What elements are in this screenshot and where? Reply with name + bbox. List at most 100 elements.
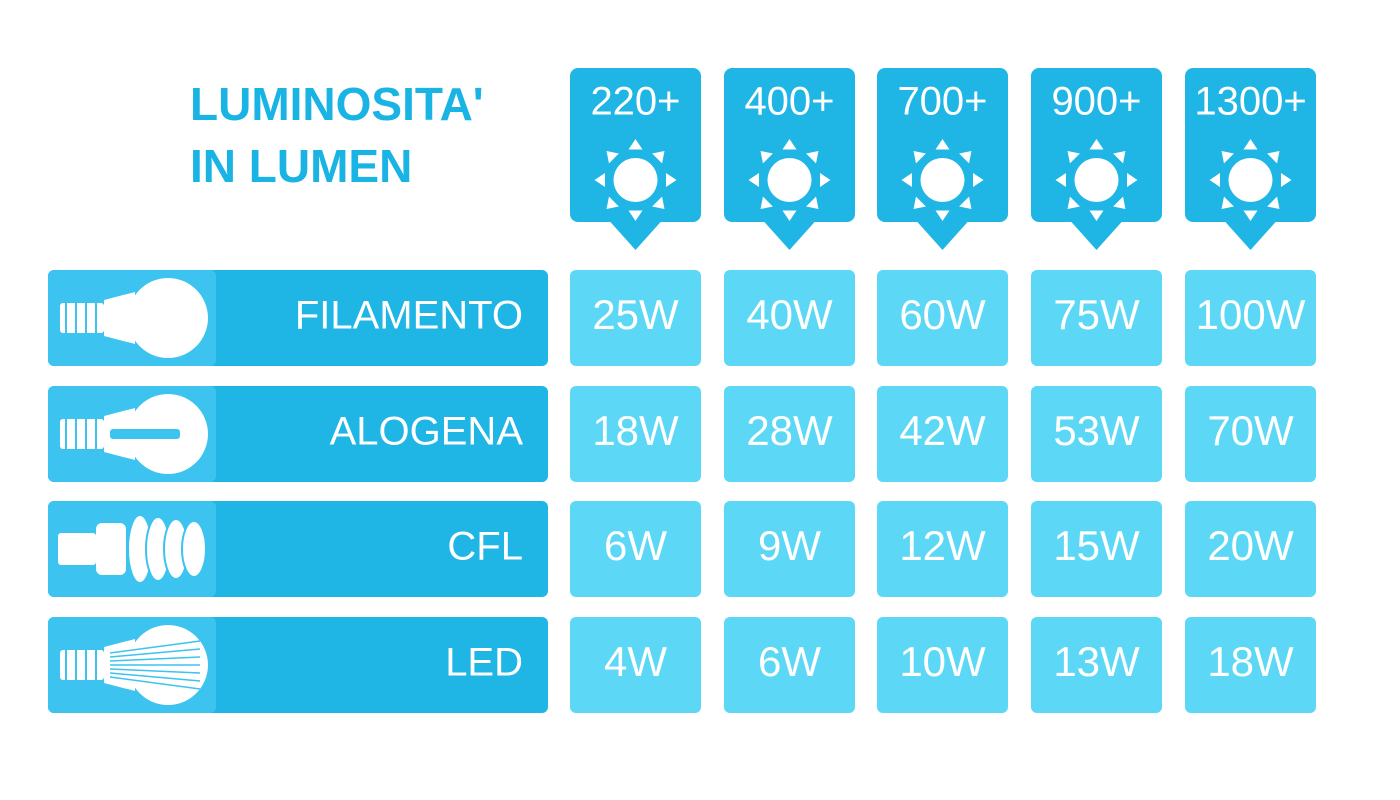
- sun-ray: [1113, 151, 1126, 164]
- cell-value: 40W: [746, 291, 833, 338]
- sun-ray: [1089, 210, 1104, 221]
- sun-ray: [1055, 173, 1066, 187]
- bulb-base: [58, 533, 96, 565]
- sun-ray: [1067, 151, 1080, 164]
- cell-box: [724, 617, 855, 713]
- cell-value: 28W: [746, 407, 833, 454]
- sun-ray: [606, 151, 619, 164]
- sun-ray: [959, 151, 972, 164]
- led-line: [109, 656, 201, 662]
- cell-value: 4W: [604, 638, 667, 685]
- cell-box: [1031, 501, 1162, 597]
- cell-box: [570, 386, 701, 482]
- sun-ray: [1067, 196, 1080, 209]
- sun-ray: [652, 151, 665, 164]
- bulb-spiral: [181, 520, 207, 578]
- sun-ray: [628, 139, 643, 150]
- title-line: IN LUMEN: [190, 140, 412, 192]
- sun-ray: [959, 196, 972, 209]
- header-label: 1300+: [1194, 80, 1306, 124]
- cell-box: [570, 501, 701, 597]
- sun-ray: [1281, 173, 1292, 187]
- header-pointer: [763, 221, 816, 250]
- cell-value: 20W: [1207, 522, 1294, 569]
- cell-value: 12W: [899, 522, 986, 569]
- cell-box: [1185, 270, 1316, 366]
- sun-ray: [1243, 139, 1258, 150]
- sun-ray: [806, 151, 819, 164]
- cell-box: [1185, 617, 1316, 713]
- sun-ray: [820, 173, 831, 187]
- led-line: [109, 676, 201, 690]
- sun-ray: [935, 139, 950, 150]
- cell-value: 25W: [592, 291, 679, 338]
- cell-value: 10W: [899, 638, 986, 685]
- cell-box: [877, 270, 1008, 366]
- sun-ray: [594, 173, 605, 187]
- led-line: [109, 668, 201, 674]
- cell-value: 18W: [1207, 638, 1294, 685]
- sun-ray: [913, 151, 926, 164]
- cell-box: [724, 270, 855, 366]
- led-line: [109, 672, 201, 682]
- sun-ray: [628, 210, 643, 221]
- header-label: 900+: [1051, 80, 1141, 124]
- cell-box: [877, 386, 1008, 482]
- sun-ray: [935, 210, 950, 221]
- sun-ray: [913, 196, 926, 209]
- sun-ray: [1267, 196, 1280, 209]
- sun-ray: [1113, 196, 1126, 209]
- cell-value: 100W: [1196, 291, 1306, 338]
- cell-value: 18W: [592, 407, 679, 454]
- bulb-base: [60, 303, 104, 333]
- sun-core: [920, 158, 965, 202]
- bulb-glass: [128, 278, 208, 358]
- title-line: LUMINOSITA': [190, 78, 484, 130]
- header-pointer: [1224, 221, 1277, 250]
- row-label: ALOGENA: [330, 410, 524, 454]
- cell-box: [1031, 617, 1162, 713]
- header-pointer: [1070, 221, 1123, 250]
- cell-value: 53W: [1053, 407, 1140, 454]
- sun-ray: [806, 196, 819, 209]
- cell-box: [1185, 501, 1316, 597]
- cell-value: 13W: [1053, 638, 1140, 685]
- header-label: 220+: [590, 80, 680, 124]
- cell-box: [877, 501, 1008, 597]
- cell-value: 42W: [899, 407, 986, 454]
- cell-box: [570, 270, 701, 366]
- led-line: [109, 648, 201, 658]
- row-label: CFL: [447, 525, 523, 569]
- cell-box: [724, 386, 855, 482]
- header-label: 400+: [744, 80, 834, 124]
- sun-ray: [782, 139, 797, 150]
- cell-box: [570, 617, 701, 713]
- bulb-base: [60, 419, 104, 449]
- led-line: [109, 640, 201, 654]
- sun-ray: [606, 196, 619, 209]
- cell-value: 75W: [1053, 291, 1140, 338]
- sun-ray: [666, 173, 677, 187]
- sun-ray: [1221, 196, 1234, 209]
- cell-value: 70W: [1207, 407, 1294, 454]
- row-label: LED: [445, 641, 523, 685]
- row-label: FILAMENTO: [295, 294, 523, 338]
- sun-ray: [973, 173, 984, 187]
- cell-box: [1185, 386, 1316, 482]
- sun-ray: [1127, 173, 1138, 187]
- bulb-filament: [110, 429, 180, 439]
- sun-core: [1228, 158, 1273, 202]
- sun-ray: [1089, 139, 1104, 150]
- cell-value: 9W: [758, 522, 821, 569]
- sun-ray: [652, 196, 665, 209]
- bulb-base: [60, 650, 104, 680]
- cell-value: 6W: [604, 522, 667, 569]
- sun-core: [613, 158, 658, 202]
- cell-box: [1031, 270, 1162, 366]
- sun-core: [767, 158, 812, 202]
- sun-core: [1074, 158, 1119, 202]
- cell-value: 15W: [1053, 522, 1140, 569]
- sun-ray: [748, 173, 759, 187]
- sun-ray: [1221, 151, 1234, 164]
- header-pointer: [916, 221, 969, 250]
